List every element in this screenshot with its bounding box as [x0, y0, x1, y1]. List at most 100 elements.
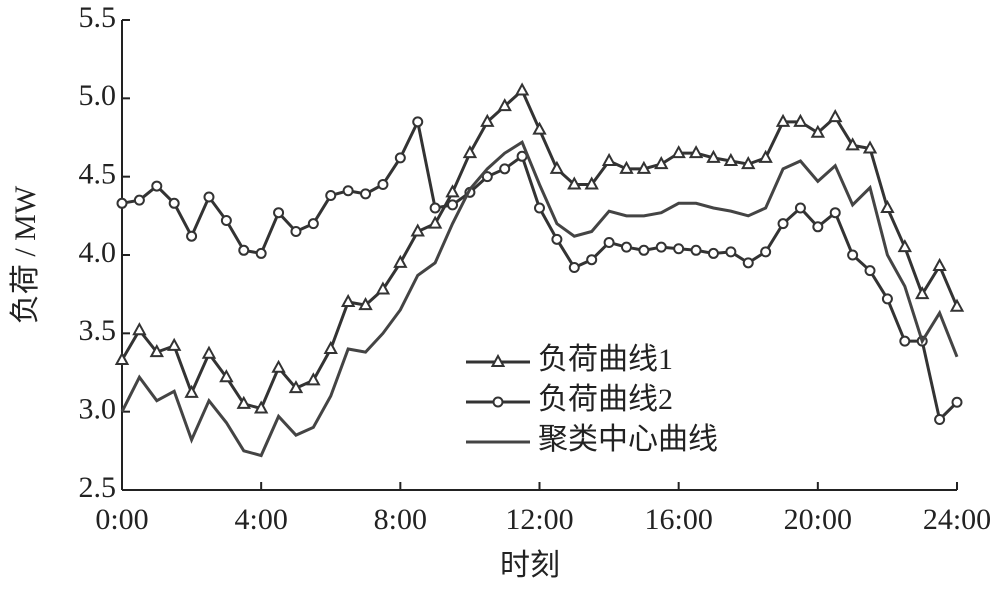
marker [880, 199, 895, 213]
marker [551, 233, 563, 245]
marker [238, 244, 250, 256]
legend-label: 负荷曲线1 [538, 343, 673, 376]
marker [429, 202, 441, 214]
marker [568, 262, 580, 274]
marker [725, 246, 737, 258]
marker [881, 293, 893, 305]
marker [534, 202, 545, 214]
marker [480, 113, 495, 127]
marker [897, 239, 913, 253]
marker [723, 152, 739, 166]
marker [290, 226, 302, 237]
x-tick-label: 24:00 [923, 503, 991, 536]
marker [601, 152, 617, 166]
series-line [120, 139, 959, 458]
marker [707, 247, 719, 259]
marker [758, 149, 773, 163]
marker [132, 322, 147, 336]
marker [133, 194, 145, 206]
x-tick-label: 12:00 [505, 503, 573, 536]
marker [253, 400, 269, 414]
marker [949, 298, 965, 312]
marker [393, 254, 408, 268]
marker [862, 140, 878, 154]
marker [810, 124, 826, 138]
x-tick-label: 4:00 [234, 503, 287, 536]
marker [775, 113, 791, 127]
y-tick-label: 3.0 [79, 393, 117, 426]
legend-label: 负荷曲线2 [538, 383, 673, 416]
marker [638, 244, 650, 256]
marker [149, 344, 164, 358]
marker [584, 176, 599, 190]
marker [777, 218, 789, 230]
marker [864, 265, 876, 277]
marker [603, 236, 615, 248]
y-tick-label: 4.5 [79, 158, 117, 191]
marker [201, 345, 217, 359]
marker [412, 116, 424, 128]
marker [690, 244, 702, 256]
marker [688, 145, 704, 159]
marker [899, 335, 911, 347]
x-tick-label: 16:00 [644, 503, 712, 536]
marker [794, 202, 806, 214]
marker [377, 179, 389, 190]
marker [951, 396, 963, 408]
x-tick-label: 20:00 [784, 503, 852, 536]
x-tick-label: 8:00 [374, 503, 427, 536]
marker [168, 197, 180, 209]
marker [360, 188, 372, 200]
marker [151, 180, 163, 192]
y-axis-label: 负荷 / MW [9, 185, 42, 324]
marker [342, 185, 354, 197]
x-tick-label: 0:00 [95, 503, 148, 536]
marker [932, 257, 947, 271]
marker [236, 395, 251, 409]
marker [375, 281, 391, 295]
marker [742, 257, 754, 269]
marker [655, 241, 667, 253]
marker [654, 156, 669, 170]
marker [462, 145, 478, 159]
legend-marker [492, 396, 504, 408]
marker [845, 137, 860, 151]
marker [116, 197, 128, 209]
marker [481, 171, 493, 183]
marker [394, 152, 406, 164]
marker [220, 215, 232, 227]
y-tick-label: 2.5 [79, 471, 117, 504]
marker [549, 160, 565, 174]
marker [499, 163, 511, 175]
marker [706, 149, 721, 163]
marker [514, 82, 530, 96]
marker [915, 286, 930, 300]
marker [673, 243, 685, 255]
marker [586, 254, 598, 266]
marker [288, 380, 304, 394]
y-tick-label: 5.5 [79, 1, 117, 34]
marker [829, 207, 841, 219]
marker [619, 160, 634, 174]
marker [793, 113, 808, 127]
marker [934, 414, 946, 425]
marker [636, 160, 652, 174]
marker [760, 246, 772, 258]
marker [497, 98, 512, 112]
marker [567, 176, 582, 190]
legend-marker [490, 353, 506, 367]
x-axis-label: 时刻 [500, 549, 560, 582]
marker [114, 351, 130, 365]
marker [323, 340, 338, 354]
marker [306, 372, 321, 386]
y-tick-label: 5.0 [79, 79, 117, 112]
marker [447, 199, 459, 211]
marker [325, 189, 337, 201]
marker [340, 293, 356, 307]
marker [271, 359, 286, 373]
marker [671, 145, 686, 159]
legend-label: 聚类中心曲线 [538, 423, 718, 456]
marker [219, 369, 234, 383]
marker [427, 215, 443, 229]
marker [255, 247, 267, 259]
